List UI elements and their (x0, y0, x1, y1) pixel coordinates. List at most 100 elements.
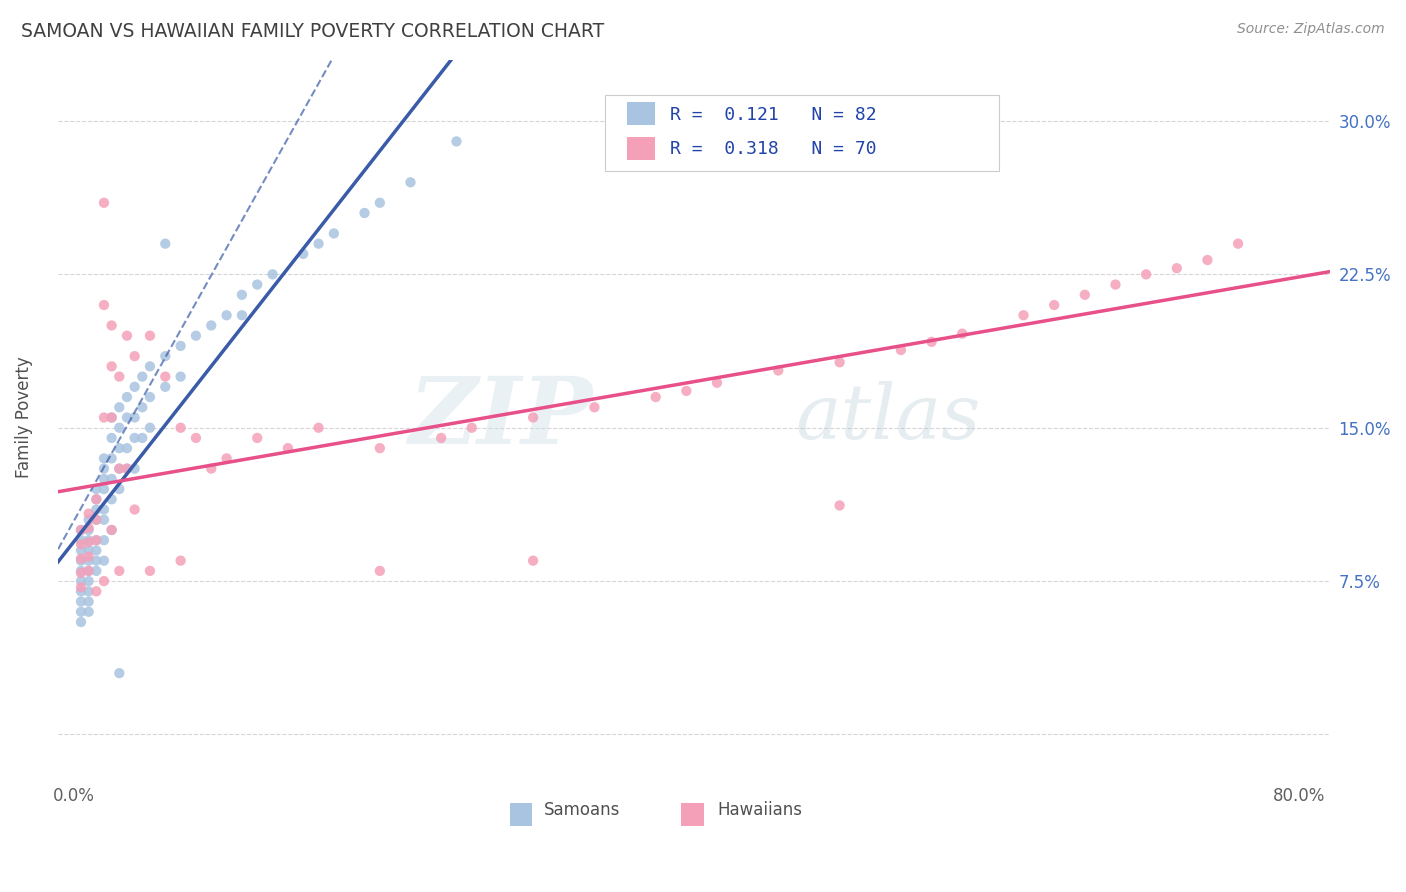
Point (86, 513, 108, 527)
Point (100, 523, 122, 537)
FancyBboxPatch shape (509, 803, 533, 825)
Point (77, 507, 100, 521)
Text: atlas: atlas (796, 381, 981, 455)
Point (115, 461, 138, 475)
Point (124, 461, 146, 475)
Point (108, 461, 131, 475)
Point (108, 401, 131, 415)
Point (124, 380, 146, 394)
Point (644, 390, 666, 404)
Point (1135, 268, 1157, 282)
Point (155, 349, 177, 363)
Point (155, 236, 177, 251)
Point (430, 431, 453, 445)
Point (1074, 287, 1097, 301)
Point (277, 441, 299, 455)
Point (86, 533, 108, 548)
Point (70, 566, 93, 580)
Point (93, 461, 115, 475)
Point (70, 584, 93, 599)
FancyBboxPatch shape (627, 136, 655, 160)
Text: ZIP: ZIP (408, 373, 592, 462)
Point (828, 355, 851, 369)
Point (86, 492, 108, 507)
Point (108, 482, 131, 496)
Point (231, 308, 253, 322)
Point (124, 410, 146, 425)
Point (77, 564, 100, 578)
Text: Samoans: Samoans (544, 801, 620, 819)
Point (890, 343, 912, 357)
Point (108, 421, 131, 435)
Point (115, 441, 138, 455)
Point (70, 543, 93, 558)
Point (353, 206, 375, 220)
Point (86, 564, 108, 578)
Point (86, 533, 108, 548)
Point (100, 318, 122, 333)
Text: R =  0.121   N = 82: R = 0.121 N = 82 (669, 106, 876, 124)
Point (93, 298, 115, 312)
Point (169, 339, 191, 353)
Point (368, 564, 391, 578)
Point (115, 390, 138, 404)
Point (828, 499, 851, 513)
Point (93, 533, 115, 548)
Point (184, 328, 207, 343)
Point (706, 376, 728, 390)
Point (215, 308, 238, 322)
Point (583, 401, 606, 415)
Point (77, 584, 100, 599)
Point (115, 410, 138, 425)
Point (675, 384, 697, 398)
Point (77, 564, 100, 578)
Point (1104, 277, 1126, 292)
Point (77, 554, 100, 568)
Point (169, 421, 191, 435)
Point (77, 523, 100, 537)
Point (77, 574, 100, 588)
FancyBboxPatch shape (627, 103, 655, 126)
Point (86, 543, 108, 558)
Point (1227, 236, 1250, 251)
Point (308, 236, 330, 251)
Point (100, 359, 122, 374)
Point (100, 431, 122, 445)
Point (399, 175, 422, 189)
Point (93, 482, 115, 496)
FancyBboxPatch shape (682, 803, 704, 825)
Point (70, 554, 93, 568)
Point (124, 431, 146, 445)
Point (70, 523, 93, 537)
Point (1043, 298, 1066, 312)
Point (950, 326, 973, 341)
Point (77, 521, 100, 535)
Point (308, 421, 330, 435)
Point (124, 349, 146, 363)
Point (108, 666, 131, 681)
FancyBboxPatch shape (605, 95, 1000, 170)
Point (139, 390, 162, 404)
Point (93, 195, 115, 210)
Point (155, 369, 177, 384)
Point (86, 482, 108, 496)
Point (70, 533, 93, 548)
Point (77, 594, 100, 608)
Point (246, 277, 269, 292)
Point (93, 554, 115, 568)
Point (1197, 253, 1219, 268)
Point (1166, 261, 1188, 276)
Point (77, 533, 100, 548)
Point (93, 502, 115, 516)
Point (292, 247, 315, 261)
Point (200, 318, 222, 333)
Point (115, 461, 138, 475)
Point (93, 574, 115, 588)
Point (115, 328, 138, 343)
Point (77, 605, 100, 619)
Point (70, 551, 93, 566)
Point (70, 523, 93, 537)
Point (522, 554, 544, 568)
Point (93, 410, 115, 425)
Point (131, 431, 153, 445)
